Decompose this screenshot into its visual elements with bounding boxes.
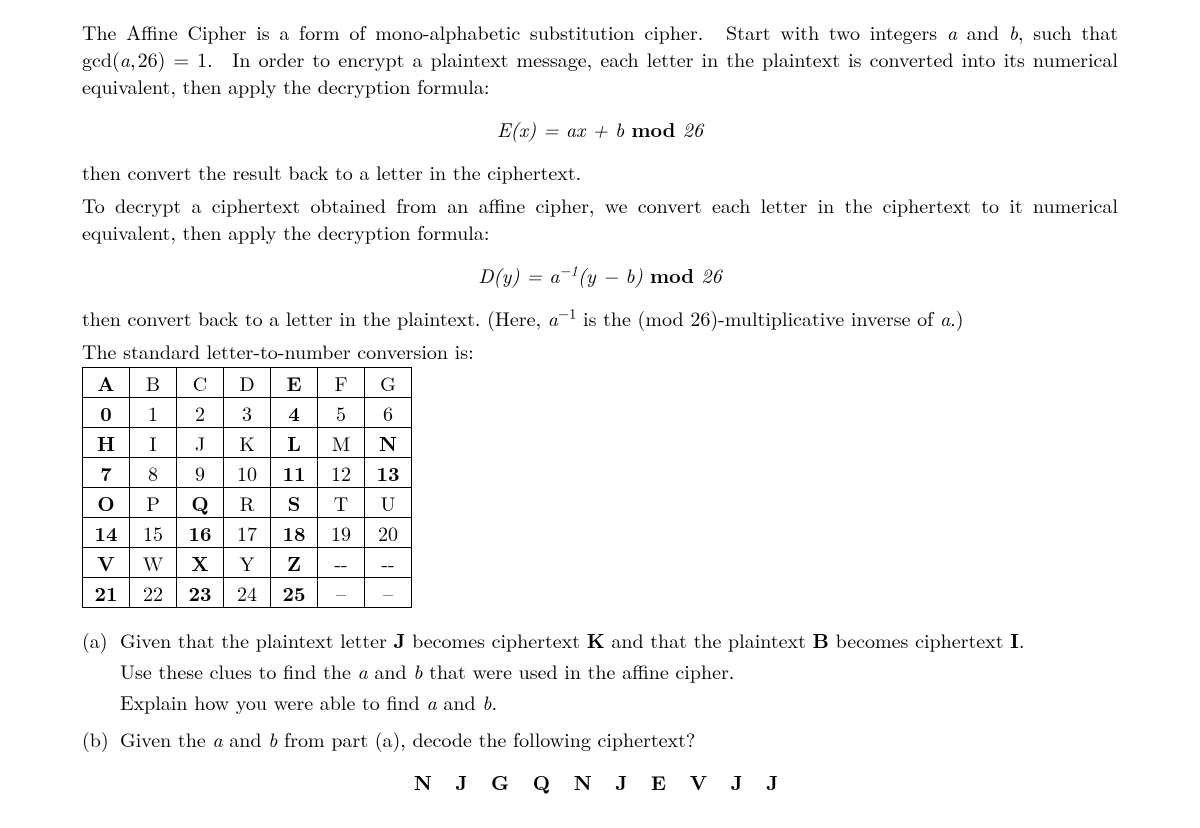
table-cell: 10	[224, 458, 271, 488]
letter-number-table: ABCDEFG0123456HIJKLMN78910111213OPQRSTU1…	[82, 367, 412, 608]
table-cell: 22	[130, 578, 177, 608]
ciphertext-line: N J G Q N J E V J J	[82, 768, 1118, 795]
intro-para-1: The Affine Cipher is a form of mono-alph…	[82, 18, 1118, 99]
table-cell: G	[365, 368, 412, 398]
table-cell: U	[365, 488, 412, 518]
letter-table-wrap: ABCDEFG0123456HIJKLMN78910111213OPQRSTU1…	[82, 367, 1118, 608]
table-cell: 4	[271, 398, 318, 428]
table-cell: D	[224, 368, 271, 398]
para-2: then convert the result back to a letter…	[82, 158, 1118, 185]
subparts: (a) Given that the plaintext letter J be…	[82, 626, 1118, 756]
table-cell: L	[271, 428, 318, 458]
page: The Affine Cipher is a form of mono-alph…	[0, 0, 1200, 828]
table-cell: –	[318, 578, 365, 608]
table-cell: Y	[224, 548, 271, 578]
table-cell: P	[130, 488, 177, 518]
table-cell: C	[177, 368, 224, 398]
table-cell: 11	[271, 458, 318, 488]
part-b-label: (b)	[82, 725, 120, 756]
table-cell: F	[318, 368, 365, 398]
table-cell: W	[130, 548, 177, 578]
table-cell: 7	[83, 458, 130, 488]
part-b: (b) Given the a and b from part (a), dec…	[82, 725, 1118, 756]
table-cell: 25	[271, 578, 318, 608]
table-cell: N	[365, 428, 412, 458]
table-cell: 14	[83, 518, 130, 548]
para-3: To decrypt a ciphertext obtained from an…	[82, 191, 1118, 245]
table-cell: --	[318, 548, 365, 578]
part-a-line: Use these clues to find the a and b that…	[120, 657, 1118, 684]
part-a-label: (a)	[82, 626, 120, 719]
table-cell: 0	[83, 398, 130, 428]
table-cell: –	[365, 578, 412, 608]
table-cell: T	[318, 488, 365, 518]
table-cell: 6	[365, 398, 412, 428]
table-cell: 13	[365, 458, 412, 488]
table-cell: A	[83, 368, 130, 398]
table-cell: J	[177, 428, 224, 458]
table-cell: 5	[318, 398, 365, 428]
table-cell: 20	[365, 518, 412, 548]
table-cell: V	[83, 548, 130, 578]
table-cell: S	[271, 488, 318, 518]
table-cell: 12	[318, 458, 365, 488]
table-cell: R	[224, 488, 271, 518]
part-a-body: Given that the plaintext letter J become…	[120, 626, 1118, 719]
para-4: then convert back to a letter in the pla…	[82, 304, 1118, 331]
part-a-line: Given that the plaintext letter J become…	[120, 626, 1118, 653]
table-cell: 21	[83, 578, 130, 608]
decrypt-formula: D(y) = a−1(y − b) mod 26	[82, 261, 1118, 288]
table-cell: X	[177, 548, 224, 578]
part-a-line: Explain how you were able to find a and …	[120, 688, 1118, 715]
table-cell: I	[130, 428, 177, 458]
table-cell: 3	[224, 398, 271, 428]
table-cell: 24	[224, 578, 271, 608]
table-cell: B	[130, 368, 177, 398]
table-cell: 18	[271, 518, 318, 548]
table-cell: 16	[177, 518, 224, 548]
table-cell: 9	[177, 458, 224, 488]
table-cell: H	[83, 428, 130, 458]
table-cell: Q	[177, 488, 224, 518]
table-cell: E	[271, 368, 318, 398]
table-intro: The standard letter-to-number conversion…	[82, 337, 1118, 364]
table-cell: K	[224, 428, 271, 458]
part-b-text: Given the a and b from part (a), decode …	[120, 725, 1118, 752]
part-b-body: Given the a and b from part (a), decode …	[120, 725, 1118, 756]
table-cell: 23	[177, 578, 224, 608]
table-cell: 15	[130, 518, 177, 548]
table-cell: O	[83, 488, 130, 518]
part-a: (a) Given that the plaintext letter J be…	[82, 626, 1118, 719]
encrypt-formula: E(x) = ax + b mod 26	[82, 115, 1118, 142]
table-cell: 8	[130, 458, 177, 488]
table-cell: 2	[177, 398, 224, 428]
table-cell: M	[318, 428, 365, 458]
table-cell: Z	[271, 548, 318, 578]
table-cell: --	[365, 548, 412, 578]
table-cell: 17	[224, 518, 271, 548]
table-cell: 1	[130, 398, 177, 428]
table-cell: 19	[318, 518, 365, 548]
